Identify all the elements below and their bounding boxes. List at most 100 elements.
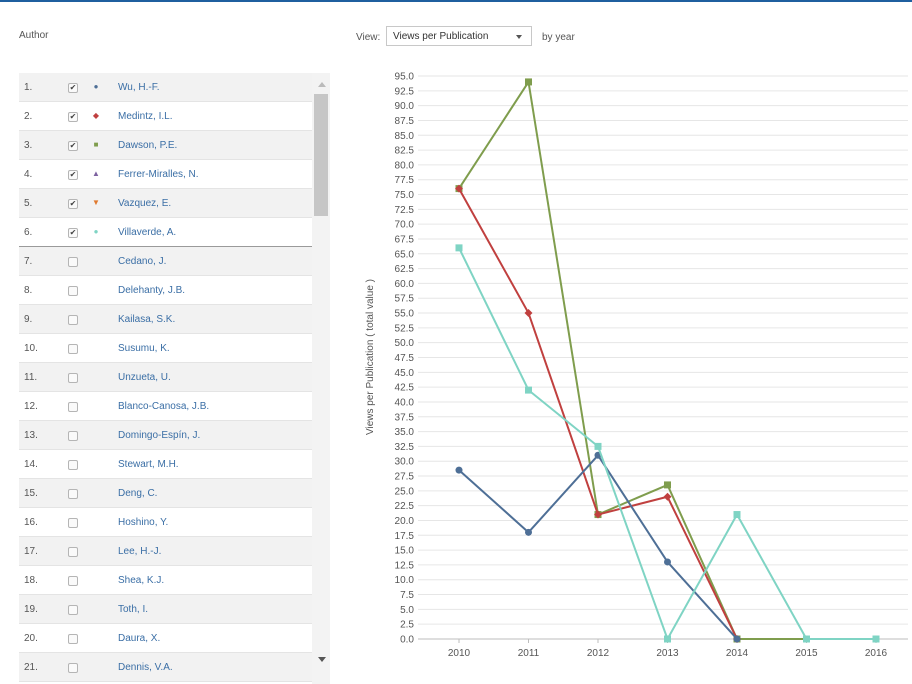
author-name-link[interactable]: Deng, C.	[118, 488, 158, 499]
author-row[interactable]: 12. Blanco-Canosa, J.B.	[19, 392, 312, 421]
scroll-up-arrow-icon[interactable]	[318, 82, 326, 87]
data-point[interactable]	[594, 442, 602, 450]
data-point[interactable]	[872, 635, 880, 643]
author-name-link[interactable]: Medintz, I.L.	[118, 111, 173, 122]
author-name-link[interactable]: Shea, K.J.	[118, 575, 165, 586]
views-per-publication-chart: 0.0 2.5 5.0 7.5 10.0 12.5 15.0 17.5 20.0 22.5 25.0…	[365, 72, 908, 659]
checkbox[interactable]	[68, 344, 78, 354]
checkbox-checked[interactable]: ✔	[68, 170, 78, 180]
y-tick-label: 42.5	[395, 383, 415, 394]
author-name-link[interactable]: Daura, X.	[118, 633, 161, 644]
y-tick-label: 80.0	[395, 160, 415, 171]
author-name-link[interactable]: Stewart, M.H.	[118, 459, 179, 470]
author-rank: 14.	[24, 459, 38, 470]
series-line	[458, 247, 876, 640]
author-row[interactable]: 14. Stewart, M.H.	[19, 450, 312, 479]
author-name-link[interactable]: Cedano, J.	[118, 256, 167, 267]
checkbox[interactable]	[68, 605, 78, 615]
y-tick-label: 0.0	[400, 635, 414, 646]
checkbox[interactable]	[68, 634, 78, 644]
author-rank: 3.	[24, 140, 33, 151]
author-name-link[interactable]: Wu, H.-F.	[118, 82, 160, 93]
author-name-link[interactable]: Susumu, K.	[118, 343, 170, 354]
author-row[interactable]: 9. Kailasa, S.K.	[19, 305, 312, 334]
chart-gridlines	[418, 75, 908, 640]
author-row[interactable]: 3. ✔ ■ Dawson, P.E.	[19, 131, 312, 160]
data-point[interactable]	[455, 244, 463, 252]
data-point[interactable]	[803, 635, 810, 643]
author-row[interactable]: 13. Domingo-Espín, J.	[19, 421, 312, 450]
author-row[interactable]: 10. Susumu, K.	[19, 334, 312, 363]
author-row[interactable]: 6. ✔ ● Villaverde, A.	[19, 218, 312, 247]
author-row[interactable]: 5. ✔ ▼ Vazquez, E.	[19, 189, 312, 218]
author-rank: 16.	[24, 517, 38, 528]
data-point[interactable]	[594, 510, 602, 519]
chevron-down-icon	[516, 35, 522, 39]
checkbox[interactable]	[68, 547, 78, 557]
author-row[interactable]: 1. ✔ ● Wu, H.-F.	[19, 73, 312, 102]
checkbox-checked[interactable]: ✔	[68, 112, 78, 122]
author-name-link[interactable]: Domingo-Espín, J.	[118, 430, 201, 441]
checkbox[interactable]	[68, 286, 78, 296]
author-name-link[interactable]: Dawson, P.E.	[118, 140, 178, 151]
checkbox[interactable]	[68, 315, 78, 325]
author-row[interactable]: 20. Daura, X.	[19, 624, 312, 653]
author-row[interactable]: 18. Shea, K.J.	[19, 566, 312, 595]
author-name-link[interactable]: Blanco-Canosa, J.B.	[118, 401, 210, 412]
author-name-link[interactable]: Toth, I.	[118, 604, 149, 615]
author-name-link[interactable]: Dennis, V.A.	[118, 662, 173, 673]
author-row[interactable]: 19. Toth, I.	[19, 595, 312, 624]
data-point[interactable]	[733, 511, 741, 519]
author-name-link[interactable]: Hoshino, Y.	[118, 517, 169, 528]
checkbox-checked[interactable]: ✔	[68, 199, 78, 209]
checkbox[interactable]	[68, 489, 78, 499]
y-tick-label: 27.5	[395, 472, 415, 483]
data-point[interactable]	[525, 386, 532, 394]
author-name-link[interactable]: Villaverde, A.	[118, 227, 177, 238]
author-row[interactable]: 4. ✔ ▲ Ferrer-Miralles, N.	[19, 160, 312, 189]
author-row[interactable]: 16. Hoshino, Y.	[19, 508, 312, 537]
data-point[interactable]	[525, 528, 532, 536]
y-tick-label: 10.0	[395, 575, 415, 586]
data-point[interactable]	[664, 481, 671, 489]
author-row[interactable]: 11. Unzueta, U.	[19, 363, 312, 392]
data-point[interactable]	[664, 635, 671, 643]
view-select[interactable]: Views per Publication	[386, 26, 532, 46]
author-name-link[interactable]: Delehanty, J.B.	[118, 285, 186, 296]
scroll-thumb[interactable]	[314, 94, 328, 216]
author-row[interactable]: 2. ✔ ◆ Medintz, I.L.	[19, 102, 312, 131]
data-point[interactable]	[733, 635, 741, 643]
author-row[interactable]: 22.Huang, L.	[19, 682, 312, 684]
data-point[interactable]	[455, 184, 463, 193]
checkbox-checked[interactable]: ✔	[68, 83, 78, 93]
checkbox[interactable]	[68, 518, 78, 528]
checkbox[interactable]	[68, 663, 78, 673]
author-name-link[interactable]: Lee, H.-J.	[118, 546, 162, 557]
author-row[interactable]: 17. Lee, H.-J.	[19, 537, 312, 566]
author-name-link[interactable]: Kailasa, S.K.	[118, 314, 176, 325]
y-tick-label: 75.0	[395, 190, 415, 201]
author-row[interactable]: 15. Deng, C.	[19, 479, 312, 508]
checkbox[interactable]	[68, 402, 78, 412]
checkbox[interactable]	[68, 576, 78, 586]
checkbox-checked[interactable]: ✔	[68, 141, 78, 151]
checkbox[interactable]	[68, 431, 78, 441]
author-row[interactable]: 8. Delehanty, J.B.	[19, 276, 312, 305]
checkbox[interactable]	[68, 373, 78, 383]
y-tick-label: 5.0	[400, 605, 414, 616]
checkbox[interactable]	[68, 460, 78, 470]
data-point[interactable]	[524, 309, 533, 318]
author-name-link[interactable]: Unzueta, U.	[118, 372, 171, 383]
author-row[interactable]: 21. Dennis, V.A.	[19, 653, 312, 682]
data-point[interactable]	[525, 78, 532, 86]
data-point[interactable]	[663, 492, 672, 501]
checkbox-checked[interactable]: ✔	[68, 228, 78, 238]
author-row[interactable]: 7. Cedano, J.	[19, 247, 312, 276]
data-point[interactable]	[455, 466, 463, 474]
author-list-scrollbar[interactable]	[312, 73, 330, 684]
author-name-link[interactable]: Vazquez, E.	[118, 198, 172, 209]
checkbox[interactable]	[68, 257, 78, 267]
data-point[interactable]	[664, 558, 671, 566]
scroll-down-arrow-icon[interactable]	[318, 657, 326, 662]
author-name-link[interactable]: Ferrer-Miralles, N.	[118, 169, 199, 180]
